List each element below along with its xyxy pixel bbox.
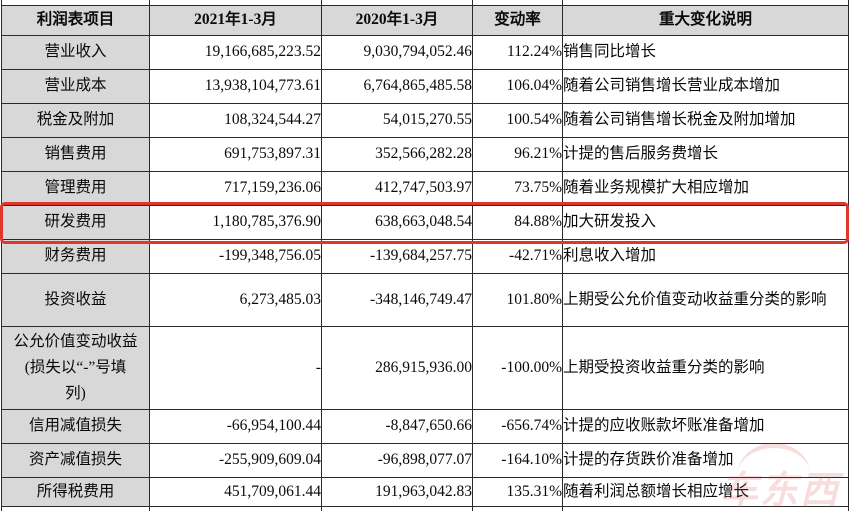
header-2020: 2020年1-3月	[321, 4, 473, 36]
cell-item: 管理费用	[1, 170, 150, 206]
cutoff-row-bottom	[1, 505, 849, 511]
cell-2020-value: 9,030,794,052.46	[321, 34, 473, 70]
cell-change-rate: 96.21%	[472, 136, 563, 172]
cell-2020-value: -96,898,077.07	[321, 442, 473, 478]
table-header-row: 利润表项目 2021年1-3月 2020年1-3月 变动率 重大变化说明	[1, 4, 849, 36]
cell-2020-value: 352,566,282.28	[321, 136, 473, 172]
cell-2021-value: -199,348,756.05	[149, 238, 322, 274]
cell-item: 公允价值变动收益 (损失以“-”号填 列)	[1, 325, 150, 410]
header-change-rate: 变动率	[472, 4, 563, 36]
cell-explanation: 加大研发投入	[562, 204, 849, 240]
table-row: 销售费用 691,753,897.31 352,566,282.28 96.21…	[1, 136, 849, 172]
cell-change-rate: 101.80%	[472, 272, 563, 327]
table-row: 公允价值变动收益 (损失以“-”号填 列) - 286,915,936.00 -…	[1, 325, 849, 410]
header-explanation: 重大变化说明	[562, 4, 849, 36]
cell-change-rate: -656.74%	[472, 408, 563, 444]
cell-item: 所得税费用	[1, 476, 150, 507]
cell-2021-value: 108,324,544.27	[149, 102, 322, 138]
table-row: 资产减值损失 -255,909,609.04 -96,898,077.07 -1…	[1, 442, 849, 478]
cell-2020-value: 412,747,503.97	[321, 170, 473, 206]
cell-2021-value: 717,159,236.06	[149, 170, 322, 206]
cell-item: 营业收入	[1, 34, 150, 70]
cell-item: 财务费用	[1, 238, 150, 274]
table-row: 财务费用 -199,348,756.05 -139,684,257.75 -42…	[1, 238, 849, 274]
cell-explanation: 随着公司销售增长营业成本增加	[562, 68, 849, 104]
cell-2021-value: 691,753,897.31	[149, 136, 322, 172]
cell-change-rate: -164.10%	[472, 442, 563, 478]
cell-change-rate: -100.00%	[472, 325, 563, 410]
table-row: 营业成本 13,938,104,773.61 6,764,865,485.58 …	[1, 68, 849, 104]
cell-explanation: 上期受公允价值变动收益重分类的影响	[562, 272, 849, 327]
cell-2020-value: 6,764,865,485.58	[321, 68, 473, 104]
cell-2020-value: 54,015,270.55	[321, 102, 473, 138]
cell-2021-value: 451,709,061.44	[149, 476, 322, 507]
cell-2021-value: -66,954,100.44	[149, 408, 322, 444]
cell-item: 营业成本	[1, 68, 150, 104]
cell-explanation: 销售同比增长	[562, 34, 849, 70]
cell-2020-value: 286,915,936.00	[321, 325, 473, 410]
header-2021: 2021年1-3月	[149, 4, 322, 36]
cell-item: 税金及附加	[1, 102, 150, 138]
table-row: 管理费用 717,159,236.06 412,747,503.97 73.75…	[1, 170, 849, 206]
header-item: 利润表项目	[1, 4, 150, 36]
table-row: 营业收入 19,166,685,223.52 9,030,794,052.46 …	[1, 34, 849, 70]
table-row: 所得税费用 451,709,061.44 191,963,042.83 135.…	[1, 476, 849, 507]
cell-item: 销售费用	[1, 136, 150, 172]
cell-explanation: 计提的存货跌价准备增加	[562, 442, 849, 478]
table-row: 投资收益 6,273,485.03 -348,146,749.47 101.80…	[1, 272, 849, 327]
cell-explanation: 上期受投资收益重分类的影响	[562, 325, 849, 410]
cell-change-rate: 135.31%	[472, 476, 563, 507]
cell-explanation: 随着公司销售增长税金及附加增加	[562, 102, 849, 138]
cell-change-rate: -42.71%	[472, 238, 563, 274]
cell-2020-value: -139,684,257.75	[321, 238, 473, 274]
cell-explanation: 计提的应收账款坏账准备增加	[562, 408, 849, 444]
cell-change-rate: 73.75%	[472, 170, 563, 206]
cell-2020-value: -348,146,749.47	[321, 272, 473, 327]
cell-2021-value: -	[149, 325, 322, 410]
cell-item: 研发费用	[1, 204, 150, 240]
cell-explanation: 计提的售后服务费增长	[562, 136, 849, 172]
cell-explanation: 随着利润总额增长相应增长	[562, 476, 849, 507]
cell-2020-value: 191,963,042.83	[321, 476, 473, 507]
table-row: 信用减值损失 -66,954,100.44 -8,847,650.66 -656…	[1, 408, 849, 444]
cutoff-row-top	[1, 0, 849, 6]
cell-change-rate: 112.24%	[472, 34, 563, 70]
cell-change-rate: 100.54%	[472, 102, 563, 138]
cell-change-rate: 106.04%	[472, 68, 563, 104]
cell-item: 投资收益	[1, 272, 150, 327]
cell-item: 信用减值损失	[1, 408, 150, 444]
cell-2021-value: 13,938,104,773.61	[149, 68, 322, 104]
table-row: 研发费用 1,180,785,376.90 638,663,048.54 84.…	[1, 204, 849, 240]
cell-2021-value: -255,909,609.04	[149, 442, 322, 478]
cell-2020-value: -8,847,650.66	[321, 408, 473, 444]
cell-2021-value: 19,166,685,223.52	[149, 34, 322, 70]
cell-2021-value: 1,180,785,376.90	[149, 204, 322, 240]
cell-item: 资产减值损失	[1, 442, 150, 478]
cell-change-rate: 84.88%	[472, 204, 563, 240]
table-row: 税金及附加 108,324,544.27 54,015,270.55 100.5…	[1, 102, 849, 138]
cell-explanation: 利息收入增加	[562, 238, 849, 274]
cell-2020-value: 638,663,048.54	[321, 204, 473, 240]
cell-2021-value: 6,273,485.03	[149, 272, 322, 327]
cell-explanation: 随着业务规模扩大相应增加	[562, 170, 849, 206]
